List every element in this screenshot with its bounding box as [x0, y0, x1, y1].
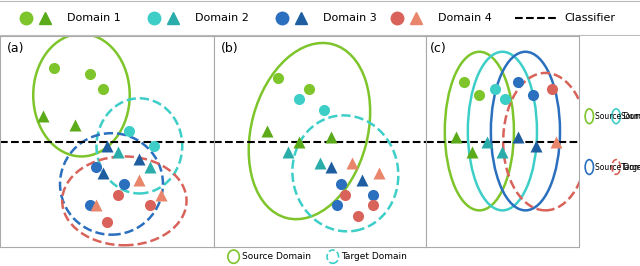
- Text: Domain 4: Domain 4: [438, 13, 492, 23]
- Text: Source Domain2: Source Domain2: [621, 112, 640, 121]
- Text: Target Domain: Target Domain: [621, 163, 640, 172]
- Text: Domain 2: Domain 2: [195, 13, 249, 23]
- Text: Source Domain3: Source Domain3: [595, 163, 640, 172]
- Text: (c): (c): [430, 42, 447, 55]
- Text: Classifier: Classifier: [564, 13, 616, 23]
- Text: (b): (b): [221, 42, 238, 55]
- Text: Source Domain: Source Domain: [242, 252, 311, 261]
- Text: (a): (a): [6, 42, 24, 55]
- Text: Domain 1: Domain 1: [67, 13, 121, 23]
- Text: Target Domain: Target Domain: [341, 252, 407, 261]
- Text: Source Domain1: Source Domain1: [595, 112, 640, 121]
- Text: Domain 3: Domain 3: [323, 13, 377, 23]
